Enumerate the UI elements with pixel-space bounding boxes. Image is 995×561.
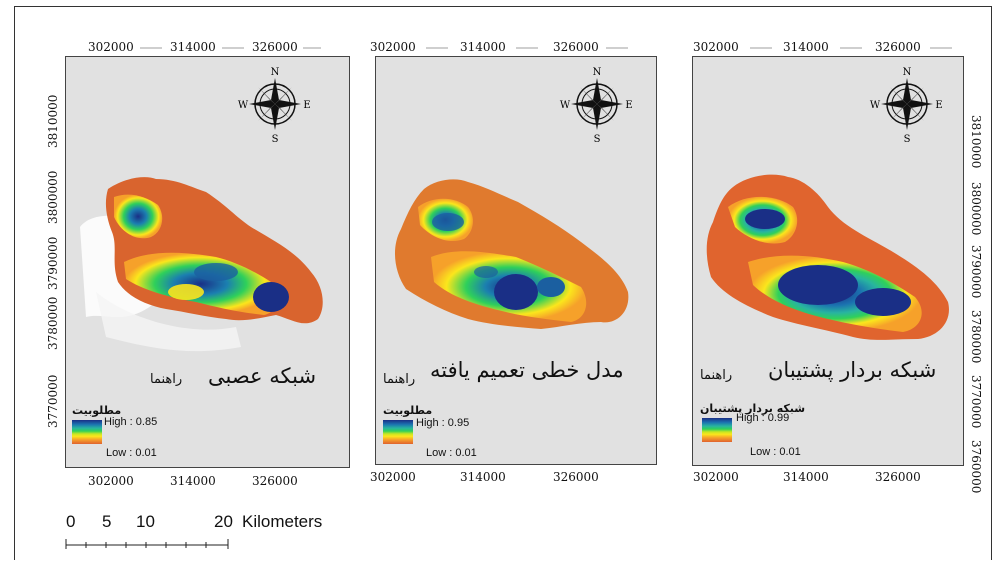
legend-title: شبکه بردار پشتیبان <box>700 402 806 415</box>
legend-low: Low : 0.01 <box>426 447 477 459</box>
x-tick-bottom: 326000 <box>875 470 921 484</box>
x-tick-bottom: 326000 <box>252 474 298 488</box>
compass-s: S <box>594 134 601 145</box>
x-tick-top: 302000 <box>370 40 416 54</box>
figure-frame <box>14 6 992 560</box>
legend-guide: راهنما <box>150 372 183 387</box>
compass-w: W <box>238 100 249 111</box>
scale-tick-5: 5 <box>102 512 112 531</box>
suitability-raster <box>706 174 949 340</box>
x-tick-top: 314000 <box>170 40 216 54</box>
scale-tick-10: 10 <box>136 512 155 531</box>
compass-rose-icon: N S W E <box>870 67 943 145</box>
suitability-raster <box>394 179 629 329</box>
x-tick-bottom: 314000 <box>460 470 506 484</box>
y-tick-right: 3790000 <box>969 245 983 299</box>
scale-tick-20: 20 <box>214 512 233 531</box>
legend-color-ramp <box>702 418 732 442</box>
scale-bar-ruler <box>65 539 229 549</box>
map-frame <box>692 56 964 466</box>
y-tick-right: 3770000 <box>969 375 983 429</box>
compass-s: S <box>904 134 911 145</box>
compass-w: W <box>560 100 571 111</box>
compass-e: E <box>303 100 310 111</box>
y-tick-left: 3810000 <box>46 94 60 148</box>
panel-title: مدل خطی تعمیم یافته <box>430 358 624 382</box>
legend-guide: راهنما <box>700 368 733 383</box>
legend-high: High : 0.95 <box>416 417 470 429</box>
compass-e: E <box>935 100 942 111</box>
x-tick-bottom: 314000 <box>783 470 829 484</box>
scale-units: Kilometers <box>242 512 323 531</box>
compass-w: W <box>870 100 881 111</box>
compass-rose-icon: N S W E <box>560 67 633 145</box>
x-tick-top: 326000 <box>553 40 599 54</box>
legend-low: Low : 0.01 <box>106 447 157 459</box>
legend-low: Low : 0.01 <box>750 446 801 458</box>
compass-e: E <box>625 100 632 111</box>
y-tick-right: 3810000 <box>969 115 983 169</box>
legend-color-ramp <box>72 420 102 444</box>
x-tick-bottom: 302000 <box>693 470 739 484</box>
legend-guide: راهنما <box>383 372 416 387</box>
x-tick-bottom: 302000 <box>370 470 416 484</box>
legend-title: مطلوبیت <box>383 404 433 417</box>
compass-n: N <box>903 67 912 78</box>
legend-title: مطلوبیت <box>72 404 122 417</box>
y-tick-left: 3790000 <box>46 236 60 290</box>
x-tick-bottom: 302000 <box>88 474 134 488</box>
y-tick-right: 3760000 <box>969 440 983 494</box>
x-tick-bottom: 314000 <box>170 474 216 488</box>
map-frame <box>375 56 657 465</box>
suitability-raster <box>80 177 323 352</box>
x-tick-bottom: 326000 <box>553 470 599 484</box>
scale-tick-0: 0 <box>66 512 76 531</box>
panel-title: شبکه عصبی <box>208 364 317 388</box>
y-tick-left: 3770000 <box>46 374 60 428</box>
x-tick-top: 302000 <box>693 40 739 54</box>
x-tick-top: 326000 <box>252 40 298 54</box>
map-frame <box>65 56 350 468</box>
x-tick-top: 302000 <box>88 40 134 54</box>
panel-title: شبکه بردار پشتیبان <box>768 358 937 382</box>
y-tick-left: 3800000 <box>46 170 60 224</box>
compass-n: N <box>593 67 602 78</box>
compass-s: S <box>272 134 279 145</box>
y-tick-left: 3780000 <box>46 296 60 350</box>
legend-high: High : 0.85 <box>104 416 158 428</box>
compass-n: N <box>271 67 280 78</box>
legend-high: High : 0.99 <box>736 412 790 424</box>
legend-color-ramp <box>383 420 413 444</box>
y-tick-right: 3800000 <box>969 182 983 236</box>
x-tick-top: 314000 <box>460 40 506 54</box>
x-tick-top: 314000 <box>783 40 829 54</box>
x-tick-top: 326000 <box>875 40 921 54</box>
compass-rose-icon: N S W E <box>238 67 311 145</box>
y-tick-right: 3780000 <box>969 310 983 364</box>
